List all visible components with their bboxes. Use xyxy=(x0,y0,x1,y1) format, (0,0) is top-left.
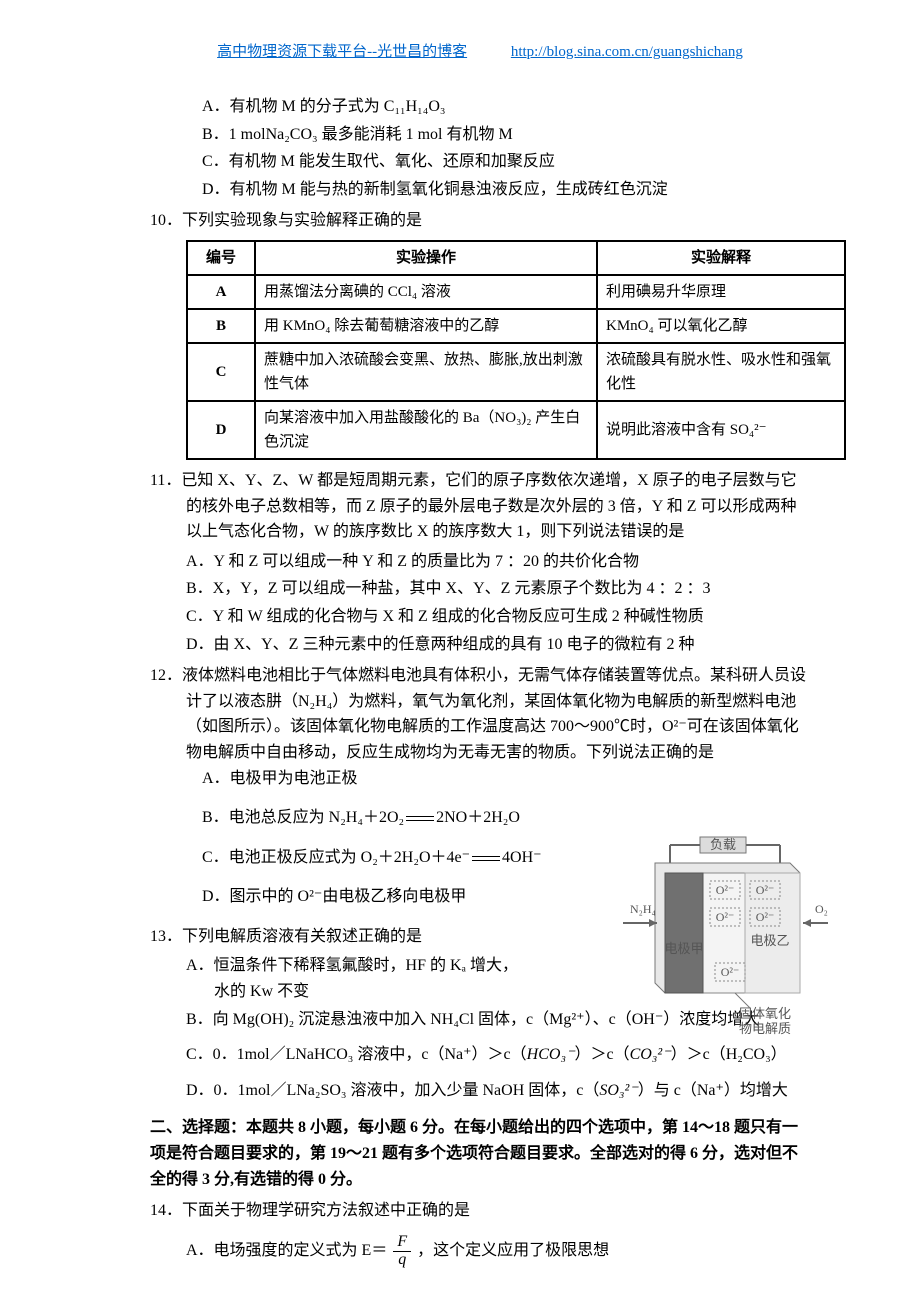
table-row: A 用蒸馏法分离碘的 CCl₄ 溶液 利用碘易升华原理 xyxy=(187,275,845,309)
q9-options: A．有机物 M 的分子式为 C₁₁H₁₄O₃ B．1 molNa₂CO₃ 最多能… xyxy=(150,94,810,202)
q13-d-pre: D．0．1mol／LNa₂SO₃ 溶液中，加入少量 NaOH 固体，c（ xyxy=(186,1082,599,1099)
q10-r0-op: 用蒸馏法分离碘的 CCl₄ 溶液 xyxy=(255,275,597,309)
diag-o2m-1: O²⁻ xyxy=(716,883,735,897)
q9-opt-b: B．1 molNa₂CO₃ 最多能消耗 1 mol 有机物 M xyxy=(202,122,810,148)
header-link-blog[interactable]: 高中物理资源下载平台--光世昌的博客 xyxy=(217,44,467,60)
q12-opt-b: B．电池总反应为 N₂H₄＋2O₂ 2NO＋2H₂O xyxy=(202,805,590,831)
q13-d-post: ）与 c（Na⁺）均增大 xyxy=(638,1082,788,1099)
diag-elec-b: 电极乙 xyxy=(750,933,789,948)
q12-stem: 12．液体燃料电池相比于气体燃料电池具有体积小，无需气体存储装置等优点。某科研人… xyxy=(150,663,810,765)
q9-opt-c-text: C．有机物 M 能发生取代、氧化、还原和加聚反应 xyxy=(202,153,555,170)
q10-r2-op: 蔗糖中加入浓硫酸会变黑、放热、膨胀,放出刺激性气体 xyxy=(255,343,597,401)
diag-solid-1: 固体氧化 xyxy=(739,1006,791,1021)
q9-opt-b-text: B．1 molNa₂CO₃ 最多能消耗 1 mol 有机物 M xyxy=(202,126,513,143)
q11-opt-c: C．Y 和 W 组成的化合物与 X 和 Z 组成的化合物反应可生成 2 种碱性物… xyxy=(186,604,810,630)
q12-opt-c: C．电池正极反应式为 O₂＋2H₂O＋4e⁻ 4OH⁻ xyxy=(202,845,590,871)
q11-stem: 11．已知 X、Y、Z、W 都是短周期元素，它们的原子序数依次递增，X 原子的电… xyxy=(150,468,810,545)
page-header: 高中物理资源下载平台--光世昌的博客 http://blog.sina.com.… xyxy=(150,40,810,64)
q13-c-mid: ）＞c（ xyxy=(574,1046,629,1063)
q14-opt-a: A．电场强度的定义式为 E＝ F q ，这个定义应用了极限思想 xyxy=(186,1234,810,1269)
q13-c-co3: CO₃²⁻ xyxy=(630,1046,671,1063)
q9-opt-a-text: A．有机物 M 的分子式为 C₁₁H₁₄O₃ xyxy=(202,98,445,115)
q11-opt-a: A．Y 和 Z 可以组成一种 Y 和 Z 的质量比为 7 ：20 的共价化合物 xyxy=(186,549,810,575)
q9-opt-a: A．有机物 M 的分子式为 C₁₁H₁₄O₃ xyxy=(202,94,810,120)
q10-th-num: 编号 xyxy=(187,241,255,275)
equals-double-icon xyxy=(406,816,434,821)
q13-d-so3: SO₃²⁻ xyxy=(599,1082,637,1099)
q10-table: 编号 实验操作 实验解释 A 用蒸馏法分离碘的 CCl₄ 溶液 利用碘易升华原理… xyxy=(186,240,846,460)
q10-r1-exp: KMnO₄ 可以氧化乙醇 xyxy=(597,309,845,343)
q12-c-pre: C．电池正极反应式为 O₂＋2H₂O＋4e⁻ xyxy=(202,849,470,866)
q10-r1-num: B xyxy=(187,309,255,343)
diag-o2: O₂ xyxy=(815,902,828,916)
q14-a-post: ，这个定义应用了极限思想 xyxy=(417,1242,609,1259)
diag-o2m-5: O²⁻ xyxy=(721,965,740,979)
q9-opt-d: D．有机物 M 能与热的新制氢氧化铜悬浊液反应，生成砖红色沉淀 xyxy=(202,177,810,203)
table-row: C 蔗糖中加入浓硫酸会变黑、放热、膨胀,放出刺激性气体 浓硫酸具有脱水性、吸水性… xyxy=(187,343,845,401)
diag-n2h4: N₂H₄ xyxy=(630,902,656,916)
q9-opt-c: C．有机物 M 能发生取代、氧化、还原和加聚反应 xyxy=(202,149,810,175)
diag-elec-a: 电极甲 xyxy=(664,941,703,956)
q13-opt-d: D．0．1mol／LNa₂SO₃ 溶液中，加入少量 NaOH 固体，c（SO₃²… xyxy=(186,1078,810,1104)
q11-opt-b: B．X，Y，Z 可以组成一种盐，其中 X、Y、Z 元素原子个数比为 4 ：2 ：… xyxy=(186,576,810,602)
diag-solid-2: 物电解质 xyxy=(739,1021,791,1036)
diag-o2m-2: O²⁻ xyxy=(716,910,735,924)
q10-r0-num: A xyxy=(187,275,255,309)
q10-r3-op: 向某溶液中加入用盐酸酸化的 Ba（NO₃)₂ 产生白色沉淀 xyxy=(255,401,597,459)
q12-c-post: 4OH⁻ xyxy=(502,849,542,866)
q10-r3-exp: 说明此溶液中含有 SO₄²⁻ xyxy=(597,401,845,459)
q12-opt-d: D．图示中的 O²⁻由电极乙移向电极甲 xyxy=(202,884,590,910)
q13-c-post: ）＞c（H₂CO₃） xyxy=(671,1046,787,1063)
q11-stem-text: 11．已知 X、Y、Z、W 都是短周期元素，它们的原子序数依次递增，X 原子的电… xyxy=(150,468,810,545)
diag-o2m-3: O²⁻ xyxy=(756,910,775,924)
q11-opt-d: D．由 X、Y、Z 三种元素中的任意两种组成的具有 10 电子的微粒有 2 种 xyxy=(186,632,810,658)
q14-stem: 14．下面关于物理学研究方法叙述中正确的是 xyxy=(150,1198,810,1224)
diag-o2m-4: O²⁻ xyxy=(756,883,775,897)
q10-th-op: 实验操作 xyxy=(255,241,597,275)
q10-r0-exp: 利用碘易升华原理 xyxy=(597,275,845,309)
q13-c-pre: C．0．1mol／LNaHCO₃ 溶液中，c（Na⁺）＞c（ xyxy=(186,1046,527,1063)
q14-frac-num: F xyxy=(393,1234,411,1252)
q14-frac-den: q xyxy=(393,1252,411,1269)
fraction-icon: F q xyxy=(393,1234,411,1269)
q10-r3-num: D xyxy=(187,401,255,459)
q10-th-exp: 实验解释 xyxy=(597,241,845,275)
q10-r1-op: 用 KMnO₄ 除去葡萄糖溶液中的乙醇 xyxy=(255,309,597,343)
table-row: B 用 KMnO₄ 除去葡萄糖溶液中的乙醇 KMnO₄ 可以氧化乙醇 xyxy=(187,309,845,343)
q12-b-post: 2NO＋2H₂O xyxy=(436,809,520,826)
q14-a-pre: A．电场强度的定义式为 E＝ xyxy=(186,1242,387,1259)
q12-opt-a: A．电极甲为电池正极 xyxy=(202,766,590,792)
q13-c-hco3: HCO₃⁻ xyxy=(527,1046,575,1063)
q10-r2-exp: 浓硫酸具有脱水性、吸水性和强氧化性 xyxy=(597,343,845,401)
section-2-heading: 二、选择题：本题共 8 小题，每小题 6 分。在每小题给出的四个选项中，第 14… xyxy=(150,1115,810,1192)
diag-load-label: 负载 xyxy=(710,837,736,852)
q10-r2-num: C xyxy=(187,343,255,401)
equals-double-icon xyxy=(472,856,500,861)
q12-diagram: 负载 O²⁻ O²⁻ O²⁻ xyxy=(615,833,830,1048)
table-row: D 向某溶液中加入用盐酸酸化的 Ba（NO₃)₂ 产生白色沉淀 说明此溶液中含有… xyxy=(187,401,845,459)
q10-stem: 10．下列实验现象与实验解释正确的是 xyxy=(150,208,810,234)
header-link-url[interactable]: http://blog.sina.com.cn/guangshichang xyxy=(511,44,743,60)
q12-b-pre: B．电池总反应为 N₂H₄＋2O₂ xyxy=(202,809,404,826)
q9-opt-d-text: D．有机物 M 能与热的新制氢氧化铜悬浊液反应，生成砖红色沉淀 xyxy=(202,181,668,198)
